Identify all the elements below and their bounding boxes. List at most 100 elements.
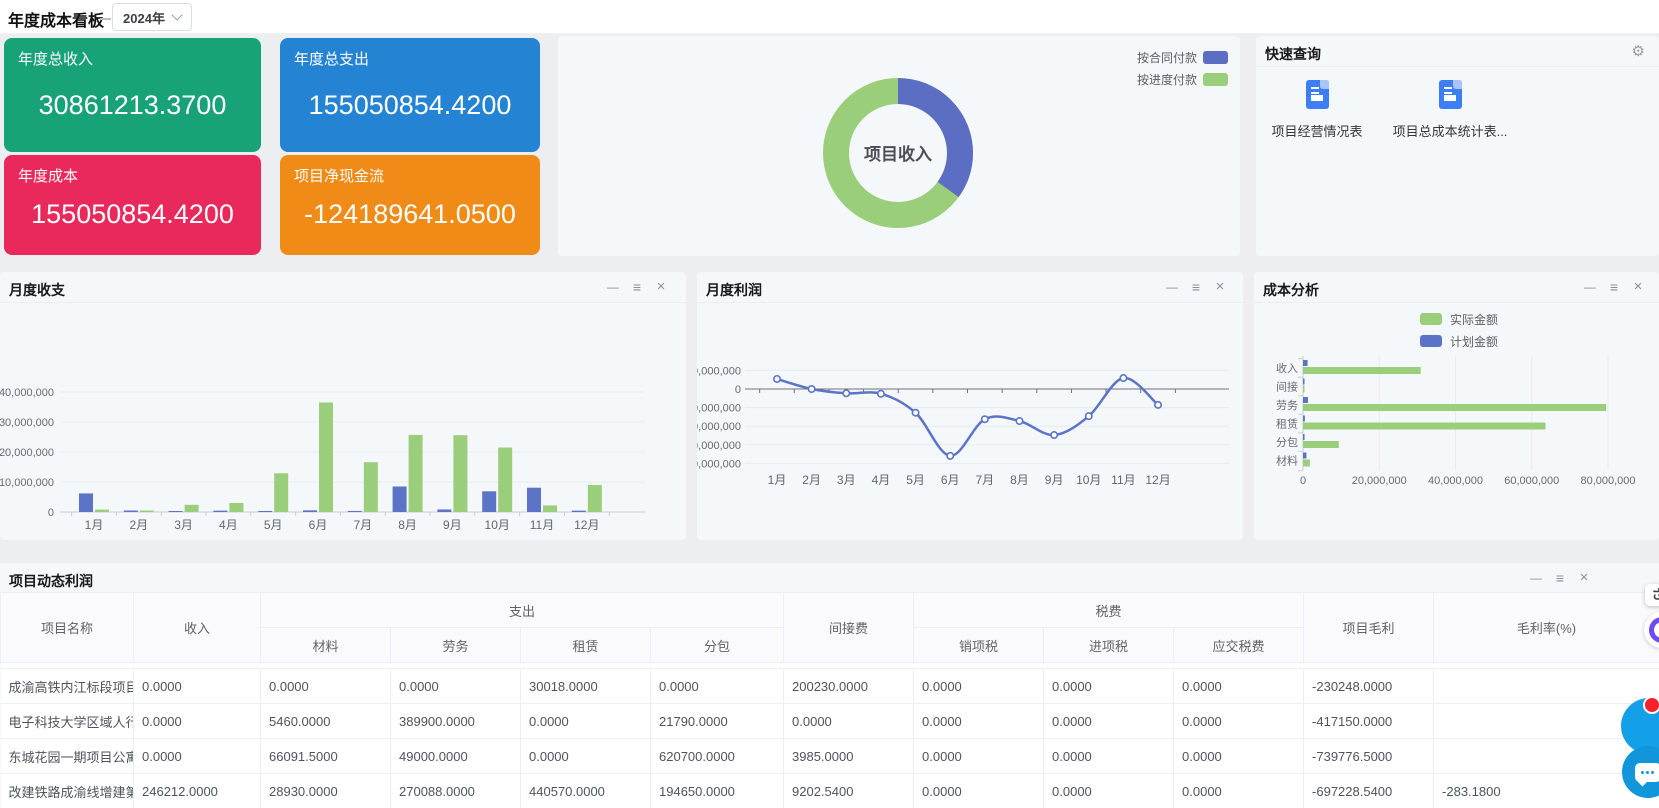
project-profit-table-wrap: 项目名称 收入 支出 间接费 税费 项目毛利 毛利率(%) 材料 劳务 租赁 分包 销项税 进项税 应交税…	[0, 592, 1659, 808]
table-cell: 440570.0000	[520, 773, 651, 808]
svg-text:收入: 收入	[1276, 361, 1298, 375]
legend-item-actual-amount[interactable]: 实际金额	[1420, 308, 1498, 330]
svg-text:1月: 1月	[85, 518, 104, 532]
floating-logo[interactable]	[1644, 612, 1659, 648]
table-cell: -739776.5000	[1303, 738, 1435, 774]
close-icon[interactable]: ×	[1633, 278, 1643, 295]
table-cell: 0.0000	[1173, 703, 1305, 739]
legend-item-planned-amount[interactable]: 计划金额	[1420, 330, 1498, 352]
menu-icon[interactable]: ≡	[1609, 278, 1619, 295]
document-icon	[1438, 80, 1462, 109]
table-cell: 246212.0000	[133, 773, 261, 808]
close-icon[interactable]: ×	[1215, 278, 1225, 295]
legend-label: 按进度付款	[1136, 72, 1197, 87]
table-cell: -283.1800	[1433, 773, 1659, 808]
table-cell: 66091.5000	[260, 738, 391, 774]
svg-text:1月: 1月	[768, 473, 787, 487]
svg-text:-20,000,000: -20,000,000	[697, 421, 741, 433]
monthly-balance-panel: 40,000,000 30,000,000 20,000,000 10,000,000…	[0, 272, 686, 540]
table-cell: 270088.0000	[390, 773, 521, 808]
close-icon[interactable]: ×	[656, 278, 666, 295]
svg-text:9月: 9月	[1045, 473, 1064, 487]
svg-text:租赁: 租赁	[1276, 417, 1298, 431]
table-cell: 0.0000	[260, 668, 391, 704]
column-header: 毛利率(%)	[1433, 592, 1659, 663]
menu-icon[interactable]: ≡	[1191, 278, 1201, 295]
table-cell: 21790.0000	[650, 703, 785, 739]
chat-bubble-icon	[1635, 762, 1659, 782]
table-cell: 620700.0000	[650, 738, 785, 774]
kpi-label: 年度成本	[18, 168, 79, 185]
legend-label: 计划金额	[1450, 334, 1499, 349]
report-item-total-cost[interactable]: 项目总成本统计表...	[1389, 80, 1511, 140]
svg-text:2月: 2月	[129, 518, 148, 532]
svg-text:4月: 4月	[219, 518, 238, 532]
table-cell: 194650.0000	[650, 773, 785, 808]
legend-swatch	[1420, 335, 1442, 347]
cost-analysis-legend: 实际金额 计划金额	[1420, 308, 1498, 352]
legend-swatch	[1203, 50, 1228, 64]
legend-item-contract-payment[interactable]: 按合同付款	[1137, 46, 1228, 68]
kpi-card-total-expense: 年度总支出 155050854.4200	[280, 38, 540, 152]
divider	[697, 302, 1243, 303]
page-title: 年度成本看板	[8, 13, 105, 30]
report-item-operating-status[interactable]: 项目经营情况表	[1256, 80, 1378, 140]
report-label: 项目总成本统计表...	[1392, 124, 1508, 139]
table-cell: 0.0000	[133, 738, 261, 774]
quick-query-items: 项目经营情况表 项目总成本统计表...	[1256, 80, 1522, 140]
svg-text:12月: 12月	[1145, 473, 1170, 487]
table-row: 改建铁路成渝线增建第 246212.0000 28930.0000 270088.00…	[0, 773, 1659, 808]
chat-widget[interactable]	[1622, 746, 1659, 798]
menu-icon[interactable]: ≡	[632, 278, 642, 295]
table-cell: 0.0000	[913, 738, 1045, 774]
svg-text:60,000,000: 60,000,000	[1504, 475, 1559, 487]
gear-icon[interactable]: ⚙	[1631, 43, 1645, 60]
kpi-card-total-income: 年度总收入 30861213.3700	[4, 38, 261, 152]
close-icon[interactable]: ×	[1579, 569, 1589, 586]
svg-text:间接: 间接	[1276, 381, 1298, 394]
notification-dot	[1643, 696, 1659, 714]
column-subheader: 进项税	[1043, 627, 1175, 663]
year-select[interactable]: 2024年	[112, 3, 192, 31]
table-cell: 389900.0000	[390, 703, 521, 739]
donut-legend: 按合同付款 按进度付款	[1137, 46, 1228, 90]
minimize-icon[interactable]: —	[607, 279, 619, 294]
minimize-icon[interactable]: —	[1166, 279, 1178, 294]
legend-item-progress-payment[interactable]: 按进度付款	[1137, 68, 1228, 90]
svg-text:3月: 3月	[837, 473, 856, 487]
table-cell: 0.0000	[1043, 738, 1175, 774]
quick-query-panel: 快速查询 ⚙ 项目经营情况表 项目总成本统计表...	[1256, 36, 1659, 256]
table-cell: -230248.0000	[1303, 668, 1435, 704]
svg-text:10月: 10月	[1076, 473, 1101, 487]
minimize-icon[interactable]: —	[1584, 279, 1596, 294]
title-divider	[100, 18, 111, 20]
minimize-icon[interactable]: —	[1530, 570, 1542, 585]
column-subheader: 劳务	[390, 627, 521, 663]
table-subheader-row: 材料 劳务 租赁 分包 销项税 进项税 应交税费	[1, 627, 1659, 663]
menu-icon[interactable]: ≡	[1555, 569, 1565, 586]
svg-text:11月: 11月	[530, 518, 554, 532]
column-header: 项目毛利	[1303, 592, 1435, 663]
svg-text:9月: 9月	[443, 518, 462, 532]
monthly-profit-chart: 10,000,000 0 -10,000,000 -20,000,000 -30,000…	[697, 365, 1229, 487]
table-row: 成渝高铁内江标段项目 0.0000 0.0000 0.0000 30018.0000 0.…	[0, 668, 1659, 704]
table-cell: 0.0000	[520, 738, 651, 774]
column-header: 收入	[133, 592, 261, 663]
svg-text:0: 0	[48, 507, 54, 519]
svg-text:10,000,000: 10,000,000	[697, 365, 741, 377]
table-cell: 0.0000	[1173, 668, 1305, 704]
project-profit-table: 项目名称 收入 支出 间接费 税费 项目毛利 毛利率(%) 材料 劳务 租赁 分包 销项税 进项税 应交税…	[0, 592, 1659, 808]
kpi-label: 年度总收入	[18, 51, 94, 68]
cost-analysis-panel: 0 20,000,000 40,000,000 60,000,000 80,000,00…	[1254, 272, 1659, 540]
panel-title: 项目动态利润	[9, 573, 93, 589]
kpi-value: 30861213.3700	[38, 90, 227, 120]
svg-text:4月: 4月	[872, 473, 891, 487]
kpi-value: 155050854.4200	[31, 199, 234, 229]
table-cell: -697228.5400	[1303, 773, 1435, 808]
table-cell: 30018.0000	[520, 668, 651, 704]
svg-text:0: 0	[1300, 475, 1306, 487]
translate-widget[interactable]: さ	[1645, 584, 1659, 606]
table-cell: 改建铁路成渝线增建第	[0, 773, 134, 808]
svg-text:10,000,000: 10,000,000	[0, 477, 54, 489]
table-cell	[1433, 738, 1659, 774]
